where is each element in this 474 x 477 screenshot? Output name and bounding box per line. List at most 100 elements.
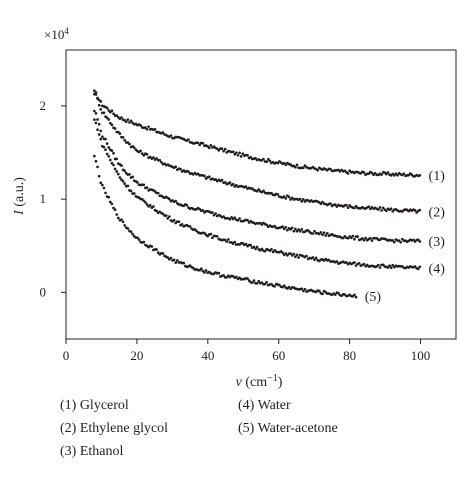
data-point xyxy=(311,232,315,235)
x-axis-unit-open: (cm xyxy=(242,375,267,390)
data-point xyxy=(351,234,355,238)
data-point xyxy=(121,179,125,183)
data-point xyxy=(93,109,96,113)
data-point xyxy=(185,203,189,207)
data-point xyxy=(260,281,264,284)
data-point xyxy=(297,256,300,259)
data-point xyxy=(102,186,106,190)
data-point xyxy=(305,254,308,258)
data-point xyxy=(235,151,238,155)
legend-item-water: (4) Water xyxy=(238,398,291,413)
data-point xyxy=(377,208,380,211)
data-point xyxy=(123,169,127,173)
data-point xyxy=(370,239,374,243)
y-tick-label: 2 xyxy=(40,98,47,113)
data-point xyxy=(174,261,178,264)
data-point xyxy=(104,148,107,152)
series-tag-label: (5) xyxy=(365,290,382,305)
data-point xyxy=(203,231,206,235)
data-point xyxy=(321,292,324,296)
data-point xyxy=(361,237,364,240)
data-point xyxy=(223,147,227,151)
series-tag-label: (1) xyxy=(429,169,446,184)
data-point xyxy=(107,195,111,199)
data-point xyxy=(418,240,422,243)
data-point xyxy=(225,240,229,244)
data-point xyxy=(402,172,406,176)
data-point xyxy=(107,154,111,158)
data-point xyxy=(139,149,142,153)
data-point xyxy=(300,287,304,291)
data-point xyxy=(97,133,101,136)
series-2: (2) xyxy=(93,92,445,220)
data-point xyxy=(94,121,98,125)
data-point xyxy=(113,167,117,171)
data-point xyxy=(413,209,417,212)
data-point xyxy=(386,171,390,174)
data-point xyxy=(284,225,288,229)
data-point xyxy=(116,172,120,176)
data-point xyxy=(174,199,178,203)
data-point xyxy=(333,293,337,296)
data-point xyxy=(110,149,114,153)
data-point xyxy=(206,234,209,238)
data-point xyxy=(282,195,286,198)
series-1: (1) xyxy=(93,89,445,184)
data-point xyxy=(145,186,149,189)
data-point xyxy=(169,134,173,137)
data-point xyxy=(321,200,324,204)
data-point xyxy=(273,285,276,288)
data-point xyxy=(187,170,190,174)
data-point xyxy=(128,142,131,146)
data-point xyxy=(137,238,141,241)
data-point xyxy=(303,287,307,291)
data-point xyxy=(188,225,192,228)
data-point xyxy=(302,289,305,293)
y-tick-label: 1 xyxy=(40,191,47,206)
data-point xyxy=(300,200,304,203)
data-point xyxy=(105,152,109,156)
data-point xyxy=(129,119,133,123)
data-point xyxy=(145,153,149,156)
y-axis-symbol: I xyxy=(12,209,27,216)
data-point xyxy=(169,256,173,260)
data-point xyxy=(110,161,114,165)
data-point xyxy=(295,163,299,167)
data-point xyxy=(244,185,248,188)
data-point xyxy=(97,103,101,107)
data-point xyxy=(362,171,366,174)
data-point xyxy=(284,252,288,255)
data-point xyxy=(311,256,315,259)
data-point xyxy=(136,236,139,240)
data-point xyxy=(349,236,353,240)
series-tag-label: (3) xyxy=(429,235,446,250)
series-5: (5) xyxy=(93,154,382,305)
data-point xyxy=(302,198,305,201)
data-point xyxy=(353,206,356,210)
data-point xyxy=(281,225,284,228)
data-point xyxy=(292,229,296,233)
data-point xyxy=(174,165,178,169)
data-point xyxy=(341,236,345,240)
data-point xyxy=(152,156,155,160)
data-point xyxy=(161,252,165,255)
series-tag-label: (4) xyxy=(429,262,446,277)
data-point xyxy=(377,263,380,267)
data-point xyxy=(115,170,119,173)
data-point xyxy=(156,191,160,195)
y-multiplier-base: ×10 xyxy=(44,27,64,42)
data-point xyxy=(155,248,158,251)
data-point xyxy=(236,153,240,157)
data-point xyxy=(156,251,160,254)
data-point xyxy=(104,137,107,141)
data-point xyxy=(102,145,106,149)
data-point xyxy=(302,166,305,170)
data-point xyxy=(168,197,171,201)
data-point xyxy=(298,229,302,233)
data-point xyxy=(203,174,206,178)
data-point xyxy=(187,138,190,141)
data-point xyxy=(121,220,125,224)
data-point xyxy=(126,227,130,230)
data-point xyxy=(252,279,256,283)
data-point xyxy=(129,230,133,234)
